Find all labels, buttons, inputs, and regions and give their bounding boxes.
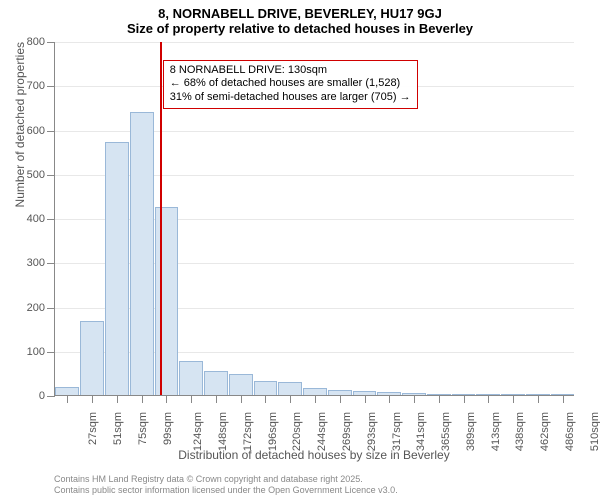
x-tick bbox=[340, 395, 341, 403]
x-tick-label: 413sqm bbox=[490, 412, 502, 451]
y-tick bbox=[47, 396, 55, 397]
callout-line: 8 NORNABELL DRIVE: 130sqm bbox=[170, 64, 411, 78]
x-tick-label: 389sqm bbox=[465, 412, 477, 451]
histogram-bar bbox=[229, 374, 253, 395]
x-tick bbox=[166, 395, 167, 403]
x-tick bbox=[439, 395, 440, 403]
y-tick bbox=[47, 131, 55, 132]
x-tick bbox=[563, 395, 564, 403]
histogram-bar bbox=[204, 371, 228, 395]
histogram-bar bbox=[278, 382, 302, 395]
histogram-chart: 01002003004005006007008008 NORNABELL DRI… bbox=[54, 42, 574, 396]
x-tick bbox=[216, 395, 217, 403]
x-tick-label: 27sqm bbox=[87, 412, 99, 445]
x-tick bbox=[538, 395, 539, 403]
y-tick bbox=[47, 263, 55, 264]
histogram-bar bbox=[254, 381, 278, 395]
histogram-bar bbox=[179, 361, 203, 396]
x-tick bbox=[191, 395, 192, 403]
y-tick-label: 800 bbox=[27, 36, 45, 48]
x-tick-label: 51sqm bbox=[112, 412, 124, 445]
x-tick-label: 220sqm bbox=[292, 412, 304, 451]
callout-line: 31% of semi-detached houses are larger (… bbox=[170, 91, 411, 105]
histogram-bar bbox=[303, 388, 327, 395]
x-tick-label: 486sqm bbox=[564, 412, 576, 451]
gridline bbox=[55, 42, 574, 43]
x-tick bbox=[265, 395, 266, 403]
x-tick-label: 172sqm bbox=[242, 412, 254, 451]
page-title-sub: Size of property relative to detached ho… bbox=[0, 21, 600, 40]
y-tick bbox=[47, 175, 55, 176]
x-tick-label: 510sqm bbox=[589, 412, 600, 451]
x-tick bbox=[488, 395, 489, 403]
x-tick-label: 244sqm bbox=[316, 412, 328, 451]
y-tick-label: 300 bbox=[27, 257, 45, 269]
x-tick-label: 124sqm bbox=[193, 412, 205, 451]
y-tick bbox=[47, 42, 55, 43]
x-tick bbox=[290, 395, 291, 403]
footer-attribution: Contains HM Land Registry data © Crown c… bbox=[54, 474, 398, 496]
y-tick bbox=[47, 219, 55, 220]
y-tick-label: 600 bbox=[27, 125, 45, 137]
x-tick-label: 148sqm bbox=[217, 412, 229, 451]
y-tick-label: 500 bbox=[27, 169, 45, 181]
histogram-bar bbox=[130, 112, 154, 395]
footer-line-1: Contains HM Land Registry data © Crown c… bbox=[54, 474, 398, 485]
y-tick-label: 100 bbox=[27, 346, 45, 358]
x-tick bbox=[464, 395, 465, 403]
x-tick bbox=[67, 395, 68, 403]
y-tick bbox=[47, 352, 55, 353]
histogram-bar bbox=[55, 387, 79, 395]
x-tick bbox=[92, 395, 93, 403]
x-tick-label: 462sqm bbox=[539, 412, 551, 451]
x-tick bbox=[389, 395, 390, 403]
y-tick-label: 700 bbox=[27, 80, 45, 92]
x-axis-title: Distribution of detached houses by size … bbox=[54, 448, 574, 462]
histogram-bar bbox=[155, 207, 179, 395]
y-tick-label: 200 bbox=[27, 302, 45, 314]
histogram-bar bbox=[105, 142, 129, 395]
x-tick-label: 341sqm bbox=[415, 412, 427, 451]
x-tick bbox=[513, 395, 514, 403]
histogram-bar bbox=[80, 321, 104, 395]
x-tick-label: 269sqm bbox=[341, 412, 353, 451]
y-tick bbox=[47, 86, 55, 87]
x-tick-label: 438sqm bbox=[514, 412, 526, 451]
footer-line-2: Contains public sector information licen… bbox=[54, 485, 398, 496]
page-title-address: 8, NORNABELL DRIVE, BEVERLEY, HU17 9GJ bbox=[0, 0, 600, 21]
x-tick-label: 365sqm bbox=[440, 412, 452, 451]
x-tick bbox=[241, 395, 242, 403]
y-tick bbox=[47, 308, 55, 309]
x-tick-label: 99sqm bbox=[162, 412, 174, 445]
y-tick-label: 400 bbox=[27, 213, 45, 225]
x-tick-label: 196sqm bbox=[267, 412, 279, 451]
x-tick-label: 75sqm bbox=[137, 412, 149, 445]
x-tick bbox=[142, 395, 143, 403]
x-tick-label: 293sqm bbox=[366, 412, 378, 451]
plot-area: 01002003004005006007008008 NORNABELL DRI… bbox=[54, 42, 574, 396]
x-tick bbox=[315, 395, 316, 403]
x-tick bbox=[414, 395, 415, 403]
y-axis-title: Number of detached properties bbox=[13, 0, 27, 219]
y-tick-label: 0 bbox=[39, 390, 45, 402]
callout-line: ← 68% of detached houses are smaller (1,… bbox=[170, 77, 411, 91]
x-tick-label: 317sqm bbox=[391, 412, 403, 451]
x-tick bbox=[365, 395, 366, 403]
x-tick bbox=[117, 395, 118, 403]
callout-annotation: 8 NORNABELL DRIVE: 130sqm← 68% of detach… bbox=[163, 60, 418, 109]
